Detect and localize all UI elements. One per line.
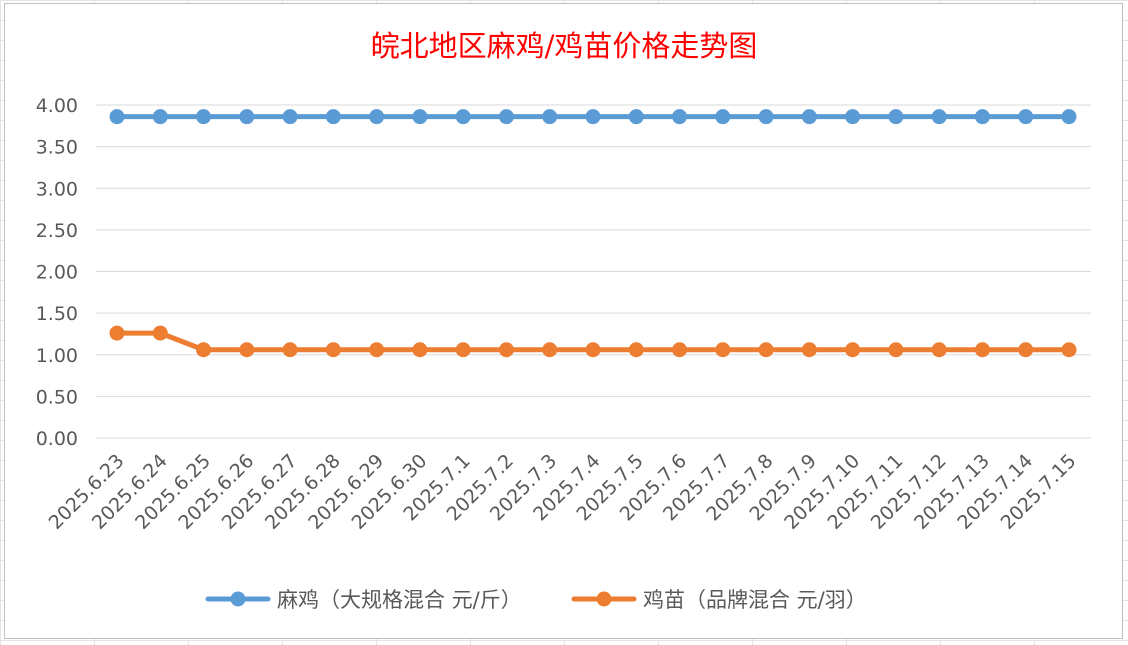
data-point[interactable] [455, 109, 471, 125]
data-point[interactable] [974, 109, 990, 125]
y-tick-label: 1.00 [36, 345, 78, 367]
data-point[interactable] [196, 342, 212, 358]
data-point[interactable] [369, 109, 385, 125]
data-point[interactable] [109, 109, 125, 125]
data-point[interactable] [672, 342, 688, 358]
legend-label: 麻鸡（大规格混合 元/斤） [277, 588, 522, 612]
legend-marker [230, 591, 246, 607]
y-tick-label: 3.00 [36, 178, 78, 200]
data-point[interactable] [628, 342, 644, 358]
data-point[interactable] [672, 109, 688, 125]
data-point[interactable] [498, 342, 514, 358]
data-point[interactable] [888, 342, 904, 358]
data-point[interactable] [715, 109, 731, 125]
legend-entry[interactable]: 麻鸡（大规格混合 元/斤） [205, 588, 522, 612]
x-axis-tick-labels: 2025.6.232025.6.242025.6.252025.6.262025… [45, 450, 1081, 534]
data-point[interactable] [715, 342, 731, 358]
y-axis-tick-labels: 0.00 0.50 1.00 1.50 2.00 2.50 3.00 3.50 4.00 [36, 95, 78, 450]
data-point[interactable] [412, 109, 428, 125]
series-2 [109, 325, 1077, 358]
data-point[interactable] [801, 109, 817, 125]
chart-area[interactable] [4, 3, 1123, 639]
data-point[interactable] [152, 109, 168, 125]
data-point[interactable] [412, 342, 428, 358]
chart-title: 皖北地区麻鸡/鸡苗价格走势图 [371, 29, 758, 63]
data-point[interactable] [542, 109, 558, 125]
data-point[interactable] [845, 109, 861, 125]
data-point[interactable] [325, 109, 341, 125]
series-lines [109, 109, 1077, 358]
data-point[interactable] [845, 342, 861, 358]
data-point[interactable] [585, 109, 601, 125]
data-point[interactable] [455, 342, 471, 358]
data-point[interactable] [109, 325, 125, 341]
y-tick-label: 1.50 [36, 303, 78, 325]
data-point[interactable] [1061, 109, 1077, 125]
data-point[interactable] [758, 109, 774, 125]
y-tick-label: 3.50 [36, 137, 78, 159]
data-point[interactable] [931, 342, 947, 358]
data-point[interactable] [585, 342, 601, 358]
series-1 [109, 109, 1077, 125]
data-point[interactable] [974, 342, 990, 358]
data-point[interactable] [239, 109, 255, 125]
data-point[interactable] [152, 325, 168, 341]
y-tick-label: 4.00 [36, 95, 78, 117]
data-point[interactable] [282, 109, 298, 125]
data-point[interactable] [628, 109, 644, 125]
y-tick-label: 0.00 [36, 428, 78, 450]
data-point[interactable] [758, 342, 774, 358]
data-point[interactable] [542, 342, 558, 358]
data-point[interactable] [801, 342, 817, 358]
data-point[interactable] [325, 342, 341, 358]
y-tick-label: 2.50 [36, 220, 78, 242]
data-point[interactable] [196, 109, 212, 125]
gridlines [96, 104, 1091, 439]
data-point[interactable] [1018, 109, 1034, 125]
y-tick-label: 0.50 [36, 386, 78, 408]
data-point[interactable] [888, 109, 904, 125]
data-point[interactable] [282, 342, 298, 358]
legend-entry[interactable]: 鸡苗（品牌混合 元/羽） [571, 588, 867, 612]
data-point[interactable] [1018, 342, 1034, 358]
data-point[interactable] [498, 109, 514, 125]
legend-label: 鸡苗（品牌混合 元/羽） [643, 588, 867, 612]
data-point[interactable] [239, 342, 255, 358]
legend: 麻鸡（大规格混合 元/斤） 鸡苗（品牌混合 元/羽） [205, 588, 867, 612]
data-point[interactable] [369, 342, 385, 358]
data-point[interactable] [931, 109, 947, 125]
data-point[interactable] [1061, 342, 1077, 358]
y-tick-label: 2.00 [36, 262, 78, 284]
legend-marker [596, 591, 612, 607]
